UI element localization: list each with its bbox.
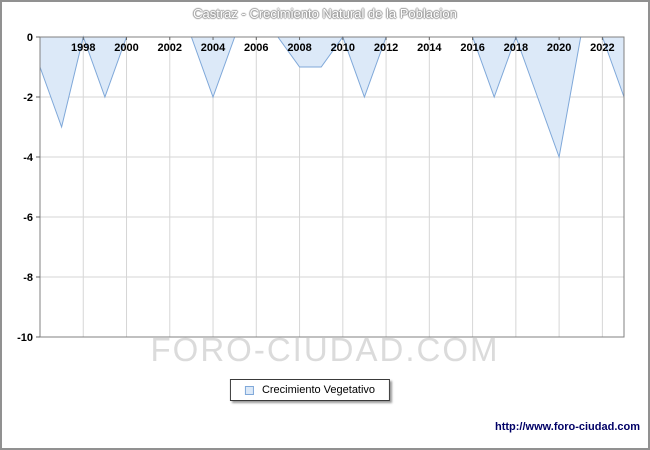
svg-text:2018: 2018 (504, 42, 528, 54)
svg-text:-6: -6 (23, 212, 33, 224)
footer-url: http://www.foro-ciudad.com (494, 421, 640, 433)
svg-text:2020: 2020 (547, 42, 571, 54)
svg-text:2012: 2012 (374, 42, 398, 54)
watermark: FORO-CIUDAD.COM (150, 331, 500, 368)
legend-swatch-icon (244, 385, 254, 395)
legend-label: Crecimiento Vegetativo (261, 384, 376, 396)
svg-text:2022: 2022 (590, 42, 614, 54)
svg-text:1998: 1998 (71, 42, 95, 54)
svg-text:2010: 2010 (331, 42, 355, 54)
svg-text:-10: -10 (17, 332, 33, 344)
svg-text:2002: 2002 (158, 42, 182, 54)
chart-title: Castraz - Crecimiento Natural de la Pobl… (193, 6, 457, 21)
svg-text:2016: 2016 (460, 42, 484, 54)
svg-text:2008: 2008 (287, 42, 311, 54)
svg-text:-8: -8 (23, 272, 33, 284)
svg-text:2004: 2004 (201, 42, 226, 54)
svg-text:2014: 2014 (417, 42, 442, 54)
svg-text:-2: -2 (23, 92, 33, 104)
svg-text:-4: -4 (23, 152, 34, 164)
svg-text:2000: 2000 (114, 42, 138, 54)
legend: Crecimiento Vegetativo (229, 379, 391, 401)
svg-text:2006: 2006 (244, 42, 268, 54)
svg-text:0: 0 (27, 32, 33, 44)
